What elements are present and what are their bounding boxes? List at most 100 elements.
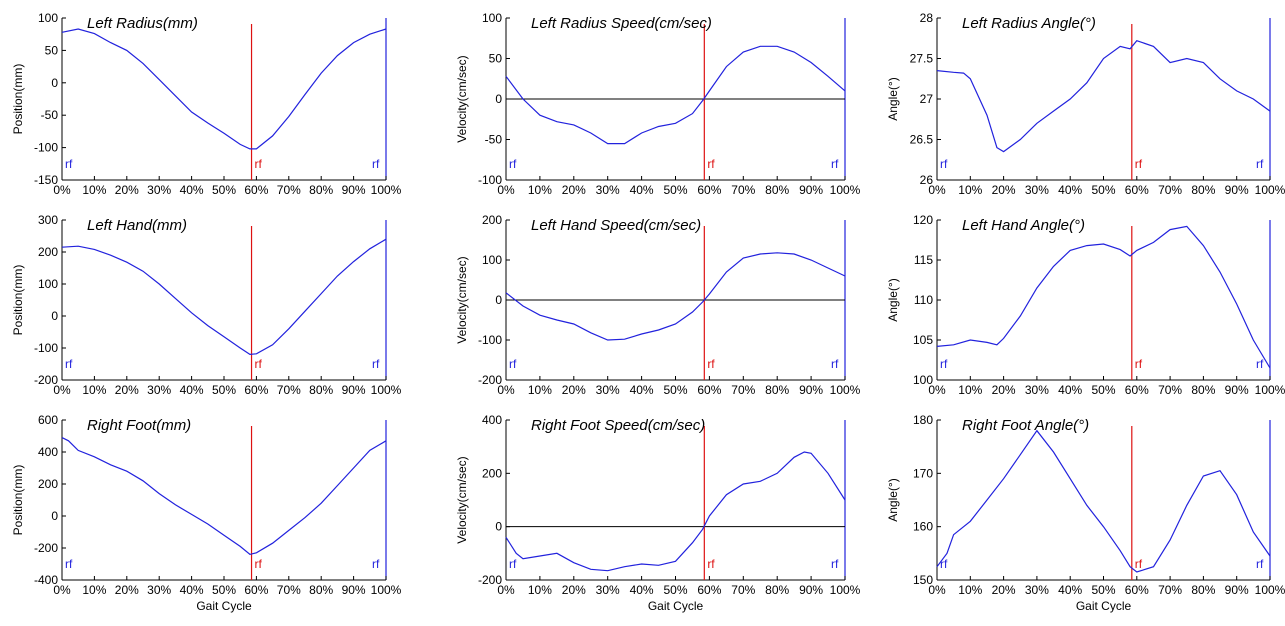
chart-title: Left Radius Speed(cm/sec) [531, 15, 712, 32]
x-tick-label: 70% [731, 583, 755, 597]
y-tick-label: -100 [34, 141, 58, 155]
x-tick-label: 90% [342, 583, 366, 597]
y-tick-label: -400 [34, 573, 58, 587]
y-tick-label: 400 [38, 445, 58, 459]
x-tick-label: 10% [528, 583, 552, 597]
y-tick-label: 28 [920, 11, 934, 25]
x-tick-label: 80% [309, 583, 333, 597]
x-tick-label: 100% [371, 183, 402, 197]
x-tick-label: 70% [1158, 383, 1182, 397]
x-tick-label: 30% [1025, 183, 1049, 197]
x-tick-label: 50% [1091, 383, 1115, 397]
chart-title: Left Radius(mm) [87, 15, 198, 32]
x-tick-label: 10% [528, 183, 552, 197]
x-tick-label: 0% [928, 183, 946, 197]
y-tick-label: -100 [478, 173, 502, 187]
x-tick-label: 0% [497, 383, 515, 397]
x-tick-label: 40% [630, 583, 654, 597]
x-tick-label: 90% [1225, 383, 1249, 397]
event-label-mid: rf [1135, 557, 1143, 571]
x-tick-label: 60% [697, 383, 721, 397]
x-tick-label: 30% [147, 183, 171, 197]
chart-title: Right Foot(mm) [87, 417, 191, 434]
x-tick-label: 10% [958, 183, 982, 197]
x-tick-label: 80% [765, 583, 789, 597]
x-tick-label: 40% [630, 183, 654, 197]
x-tick-label: 0% [928, 383, 946, 397]
x-tick-label: 20% [992, 383, 1016, 397]
x-tick-label: 30% [147, 383, 171, 397]
x-tick-label: 20% [992, 183, 1016, 197]
data-series-line [505, 252, 846, 341]
x-tick-label: 10% [82, 383, 106, 397]
y-axis-label: Angle(°) [886, 77, 900, 120]
x-tick-label: 90% [1225, 583, 1249, 597]
y-tick-label: 200 [482, 466, 502, 480]
y-tick-label: 180 [913, 413, 933, 427]
x-tick-label: 50% [663, 383, 687, 397]
x-tick-label: 50% [1091, 183, 1115, 197]
event-label-start: rf [65, 357, 73, 371]
x-tick-label: 40% [180, 183, 204, 197]
event-label-start: rf [940, 557, 948, 571]
y-tick-label: -200 [34, 541, 58, 555]
y-tick-label: -50 [41, 108, 59, 122]
data-series-line [936, 429, 1271, 573]
subplot-6: 100 105 110 115 120 0% 10% 20% 30% 40% 50% 60% 70% 80… [886, 213, 1285, 397]
y-tick-label: 120 [913, 213, 933, 227]
chart-title: Left Radius Angle(°) [962, 15, 1096, 32]
data-series-line [505, 45, 846, 145]
chart-title: Left Hand Angle(°) [962, 217, 1085, 234]
x-tick-label: 30% [596, 383, 620, 397]
x-tick-label: 40% [1058, 583, 1082, 597]
x-tick-label: 20% [115, 383, 139, 397]
y-tick-label: 150 [913, 573, 933, 587]
x-tick-label: 10% [82, 583, 106, 597]
x-tick-label: 60% [244, 383, 268, 397]
x-tick-label: 60% [697, 583, 721, 597]
x-tick-label: 90% [799, 583, 823, 597]
subplot-3: 26 26.5 27 27.5 28 0% 10% 20% 30% 40% 50% 60% 70% 80%… [886, 11, 1285, 197]
y-tick-label: 100 [482, 253, 502, 267]
x-tick-label: 80% [309, 183, 333, 197]
x-tick-label: 80% [765, 183, 789, 197]
y-axis-label: Angle(°) [886, 278, 900, 321]
x-tick-label: 30% [596, 183, 620, 197]
event-label-mid: rf [255, 157, 263, 171]
x-tick-label: 60% [244, 183, 268, 197]
x-tick-label: 40% [180, 583, 204, 597]
event-label-start: rf [509, 157, 517, 171]
y-tick-label: -150 [34, 173, 58, 187]
data-series-line [61, 437, 387, 556]
y-axis-label: Velocity(cm/sec) [455, 456, 469, 543]
x-tick-label: 100% [830, 383, 861, 397]
x-tick-label: 10% [82, 183, 106, 197]
x-tick-label: 80% [1191, 583, 1215, 597]
chart-title: Right Foot Angle(°) [962, 417, 1089, 434]
x-tick-label: 70% [277, 383, 301, 397]
x-tick-label: 80% [309, 383, 333, 397]
y-tick-label: 0 [495, 92, 502, 106]
x-tick-label: 80% [1191, 383, 1215, 397]
y-axis-label: Velocity(cm/sec) [455, 55, 469, 142]
y-tick-label: 115 [914, 253, 933, 267]
data-series-line [505, 451, 846, 572]
event-label-start: rf [65, 157, 73, 171]
y-tick-label: -100 [478, 333, 502, 347]
x-tick-label: 100% [830, 583, 861, 597]
x-tick-label: 50% [212, 183, 236, 197]
subplot-8: -200 0 200 400 0% 10% 20% 30% 40% 50% 60% 70% 80% 90%… [455, 413, 861, 613]
event-label-mid: rf [707, 157, 715, 171]
y-tick-label: 400 [482, 413, 502, 427]
x-tick-label: 70% [277, 583, 301, 597]
x-tick-label: 20% [115, 183, 139, 197]
x-tick-label: 50% [212, 383, 236, 397]
subplot-4: -200 -100 0 100 200 300 0% 10% 20% 30% 40% 50% 60% 70… [11, 213, 402, 397]
y-tick-label: 50 [489, 52, 503, 66]
subplot-5: -200 -100 0 100 200 0% 10% 20% 30% 40% 50% 60% 70% 80… [455, 213, 861, 397]
y-tick-label: 110 [914, 293, 933, 307]
y-axis-label: Velocity(cm/sec) [455, 256, 469, 343]
event-label-end: rf [831, 157, 839, 171]
x-tick-label: 40% [180, 383, 204, 397]
